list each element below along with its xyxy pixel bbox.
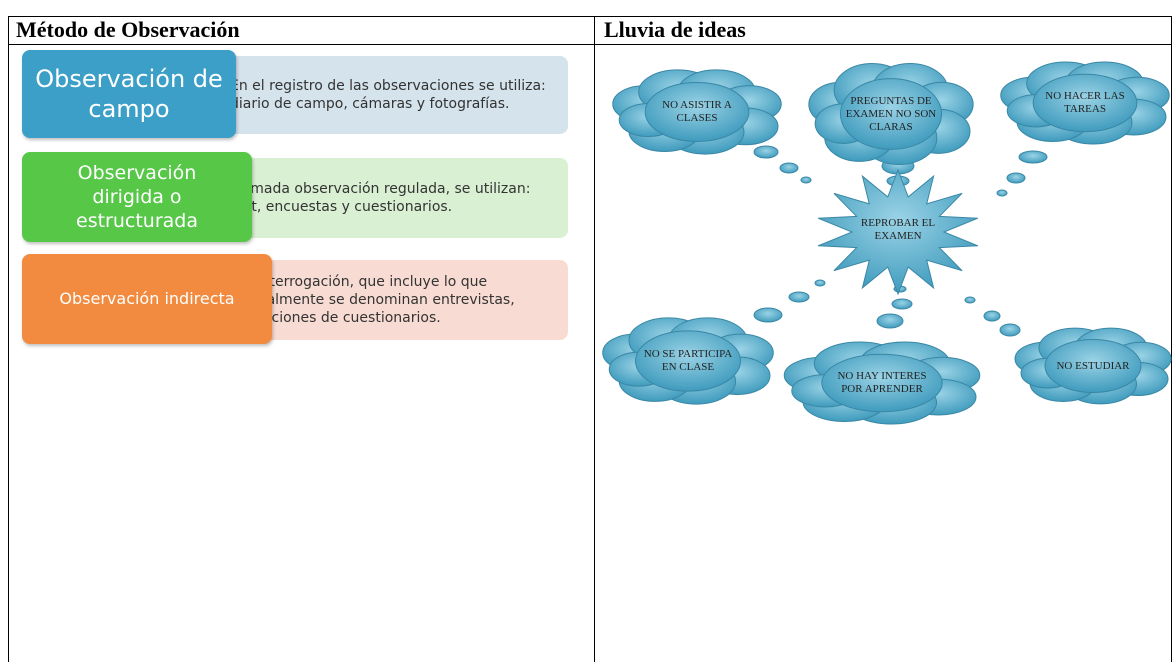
header: Método de Observación — [16, 17, 240, 42]
cloud — [783, 341, 981, 425]
cloud-text: NO HACER LAS TAREAS — [1045, 90, 1125, 115]
method-label: Observación indirecta — [22, 254, 272, 344]
column-divider — [594, 16, 595, 662]
cloud-text: PREGUNTAS DE EXAMEN NO SON CLARAS — [845, 94, 937, 133]
thought-bubble — [964, 296, 976, 304]
thought-bubble — [788, 291, 810, 303]
thought-bubble — [983, 310, 1001, 322]
method-text: En el registro de las observaciones se u… — [230, 77, 558, 113]
thought-bubble — [753, 307, 783, 323]
method-label: Observación de campo — [22, 50, 236, 138]
cloud-text: NO ESTUDIAR — [1056, 359, 1130, 372]
thought-bubble — [1018, 150, 1048, 164]
method-row: Por interrogación, que incluye lo que no… — [22, 254, 568, 344]
center-star — [817, 168, 979, 296]
method-label: Observación dirigida o estructurada — [22, 152, 252, 242]
method-text-box: Llamada observación regulada, se utiliza… — [208, 158, 568, 238]
cloud — [1014, 327, 1172, 405]
cloud-text: NO ASISTIR A CLASES — [662, 99, 732, 124]
cloud-text: NO HAY INTERES POR APRENDER — [837, 370, 927, 395]
thought-bubble — [779, 162, 799, 174]
thought-bubble — [891, 298, 913, 310]
center-text: REPROBAR EL EXAMEN — [860, 217, 936, 242]
header: Lluvia de ideas — [604, 17, 746, 42]
method-text: Por interrogación, que incluye lo que no… — [230, 273, 558, 327]
cloud — [1000, 61, 1170, 145]
method-text: Llamada observación regulada, se utiliza… — [230, 180, 558, 216]
thought-bubble — [814, 279, 826, 287]
thought-bubble — [999, 323, 1021, 337]
thought-bubble — [800, 176, 812, 184]
thought-bubble — [1006, 172, 1026, 184]
cloud — [808, 63, 974, 165]
method-row: Llamada observación regulada, se utiliza… — [22, 152, 568, 242]
thought-bubble — [996, 189, 1008, 197]
table-frame — [8, 16, 1172, 662]
header-divider — [8, 44, 1172, 45]
cloud — [612, 69, 782, 155]
method-row: En el registro de las observaciones se u… — [22, 50, 568, 138]
thought-bubble — [876, 313, 904, 329]
cloud — [602, 317, 774, 405]
thought-bubble — [753, 145, 779, 159]
cloud-text: NO SE PARTICIPA EN CLASE — [643, 348, 733, 373]
method-text-box: En el registro de las observaciones se u… — [208, 56, 568, 134]
